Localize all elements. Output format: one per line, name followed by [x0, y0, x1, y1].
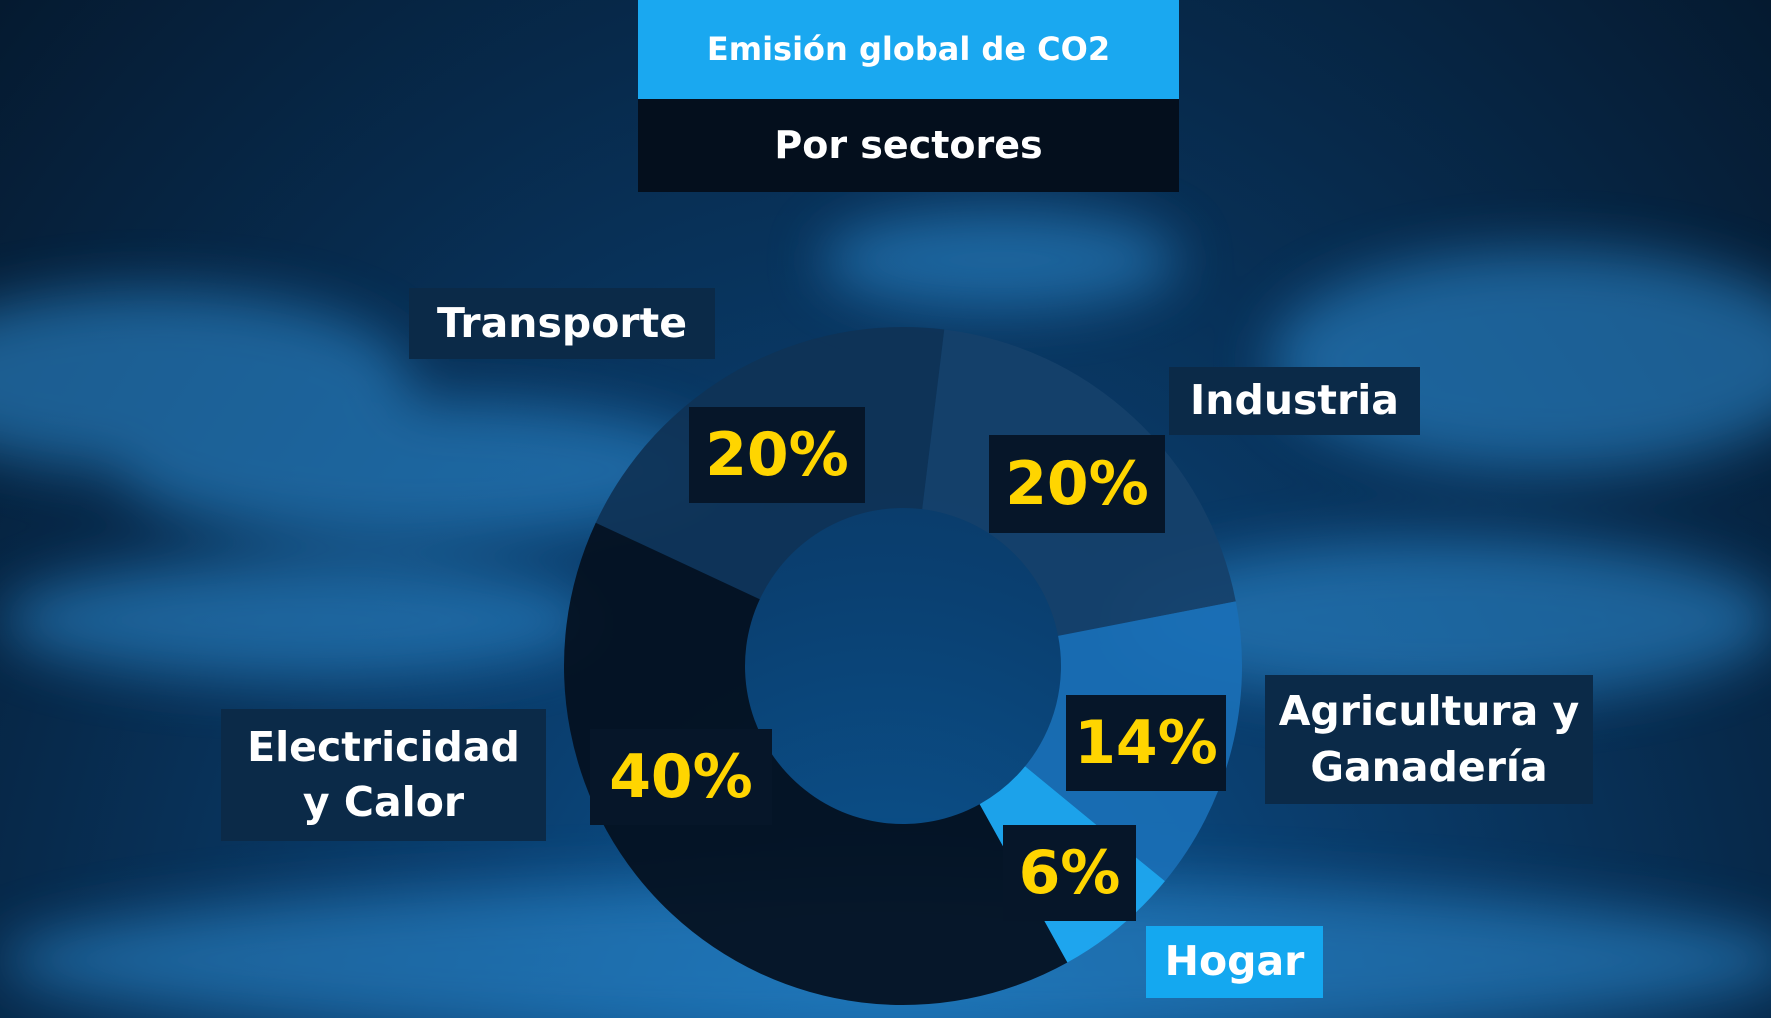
category-label: Agricultura y Ganadería — [1265, 675, 1593, 804]
subtitle: Por sectores — [638, 99, 1179, 192]
category-label: Electricidad y Calor — [221, 709, 546, 841]
value-label: 14% — [1066, 695, 1226, 791]
category-label: Hogar — [1146, 926, 1323, 998]
value-label: 20% — [689, 407, 865, 503]
value-label: 20% — [989, 435, 1165, 533]
donut-slice — [563, 522, 1068, 1005]
category-label: Transporte — [409, 288, 715, 359]
category-label: Industria — [1169, 367, 1420, 435]
value-label: 6% — [1003, 825, 1136, 921]
value-label: 40% — [590, 729, 772, 825]
title: Emisión global de CO2 — [638, 0, 1179, 99]
